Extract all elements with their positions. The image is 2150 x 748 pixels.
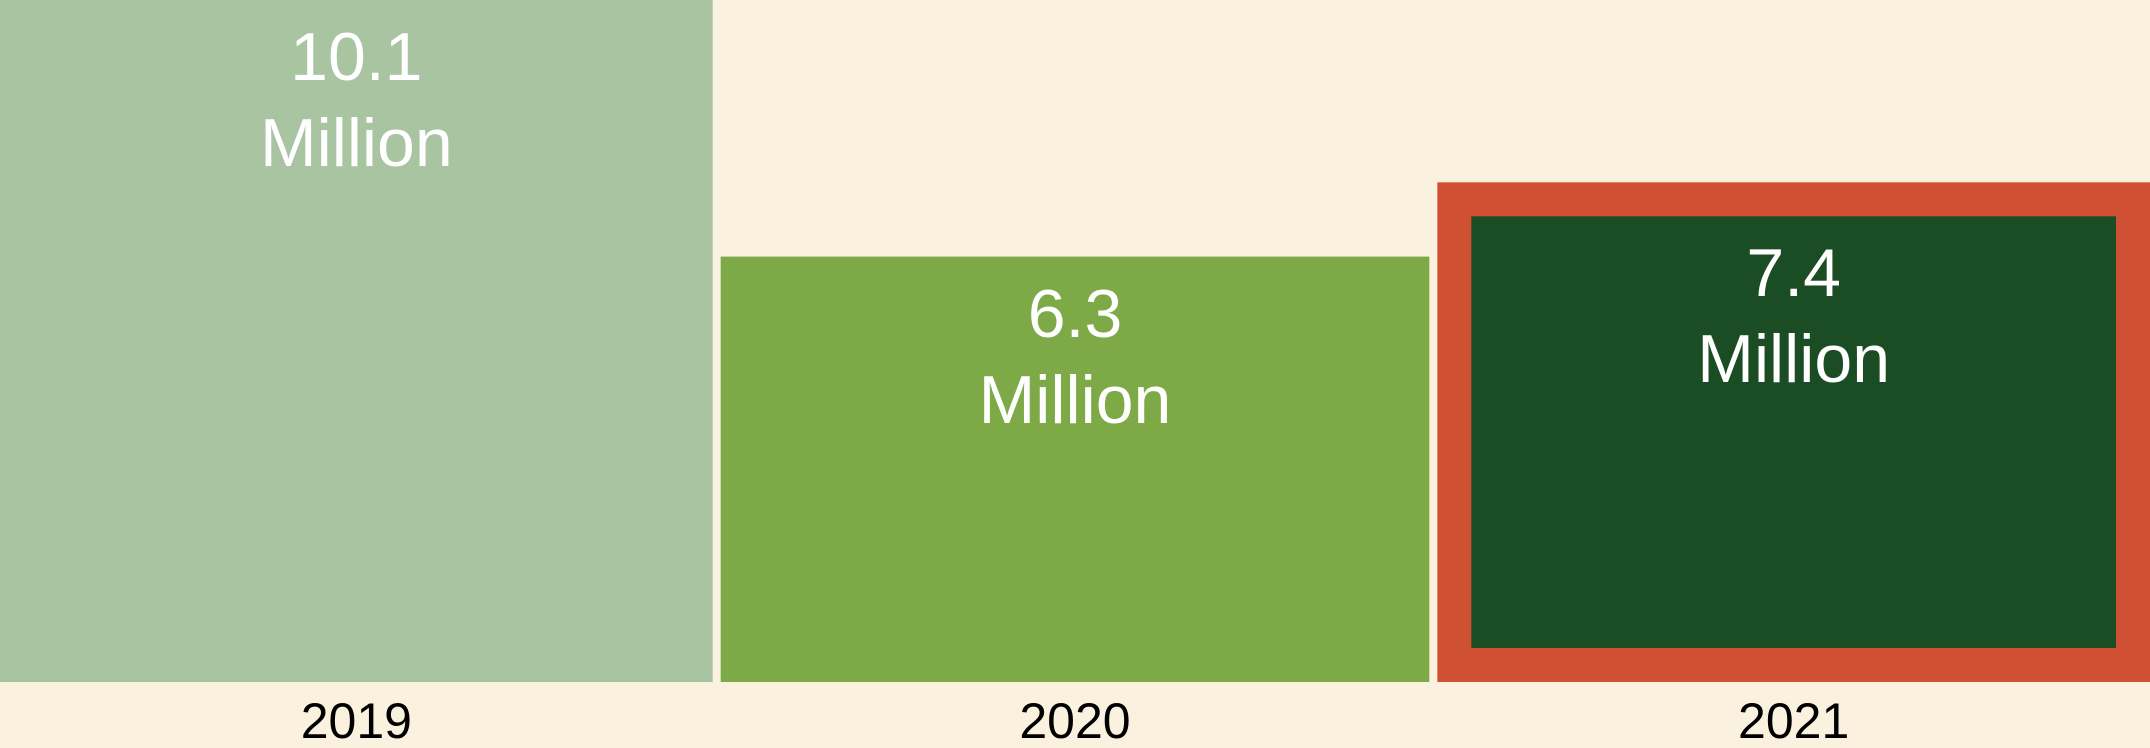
bar bbox=[720, 256, 1430, 682]
value-label: 7.4 Million bbox=[1697, 235, 1891, 398]
value-label: 10.1 Million bbox=[259, 19, 453, 181]
bar bbox=[0, 0, 713, 682]
x-tick-label: 2020 bbox=[1019, 693, 1131, 748]
x-tick-label: 2021 bbox=[1738, 693, 1850, 748]
x-tick-label: 2019 bbox=[300, 693, 412, 748]
value-label: 6.3 Million bbox=[978, 275, 1172, 438]
bar bbox=[1437, 182, 2150, 682]
